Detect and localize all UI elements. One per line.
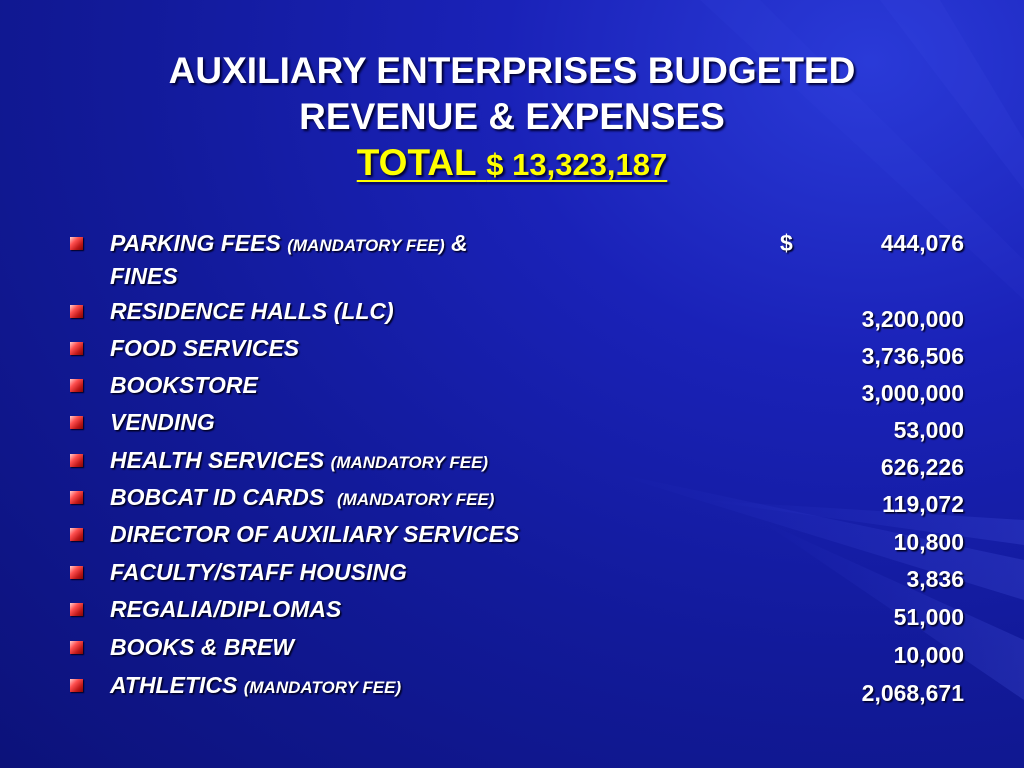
bullet-icon — [70, 603, 83, 616]
item-label: HEALTH SERVICES (MANDATORY FEE) — [110, 445, 580, 478]
item-label: BOOKSTORE — [110, 370, 580, 400]
item-name: VENDING — [110, 409, 215, 435]
item-amount: 10,800 — [893, 529, 964, 555]
item-name: ATHLETICS — [110, 672, 238, 698]
item-amount: 3,836 — [906, 566, 964, 592]
bullet-icon — [70, 528, 83, 541]
item-amount: 444,076 — [880, 230, 964, 256]
item-name: BOOKSTORE — [110, 372, 258, 398]
item-name: FOOD SERVICES — [110, 335, 300, 361]
title-line-1: AUXILIARY ENTERPRISES BUDGETED — [168, 50, 856, 91]
bullet-icon — [70, 416, 83, 429]
item-label: FACULTY/STAFF HOUSING — [110, 557, 580, 587]
total-label: TOTAL — [356, 142, 476, 183]
item-amount: 3,000,000 — [861, 380, 964, 406]
item-note: (MANDATORY FEE) — [287, 236, 445, 255]
item-name: HEALTH SERVICES — [110, 447, 325, 473]
bullet-icon — [70, 237, 83, 250]
item-label: BOOKS & BREW — [110, 632, 580, 662]
item-name-line2: FINES — [110, 263, 178, 289]
item-name: RESIDENCE HALLS (LLC) — [110, 298, 394, 324]
slide-title: AUXILIARY ENTERPRISES BUDGETED REVENUE &… — [0, 48, 1024, 188]
title-line-2: REVENUE & EXPENSES — [299, 96, 725, 137]
bullet-icon — [70, 491, 83, 504]
item-amount: 3,736,506 — [861, 343, 964, 369]
item-name: REGALIA/DIPLOMAS — [110, 596, 342, 622]
item-note: (MANDATORY FEE) — [330, 453, 489, 472]
item-name: BOBCAT ID CARDS — [110, 484, 325, 510]
item-amount: 119,072 — [882, 491, 964, 517]
item-note: (MANDATORY FEE) — [243, 678, 402, 697]
bullet-icon — [70, 305, 83, 318]
currency-symbol: $ — [780, 230, 793, 256]
total-amount: $ 13,323,187 — [486, 147, 668, 182]
item-label: ATHLETICS (MANDATORY FEE) — [110, 670, 580, 703]
item-amount: 3,200,000 — [861, 306, 964, 332]
item-label: VENDING — [110, 407, 580, 437]
bullet-icon — [70, 342, 83, 355]
item-name: DIRECTOR OF AUXILIARY SERVICES — [110, 521, 520, 547]
total-heading: TOTAL $ 13,323,187 — [357, 140, 668, 188]
item-note: (MANDATORY FEE) — [337, 490, 495, 509]
item-name: PARKING FEES — [110, 230, 281, 256]
bullet-icon — [70, 641, 83, 654]
item-amount: 626,226 — [880, 454, 964, 480]
item-name: BOOKS & BREW — [110, 634, 294, 660]
item-label: REGALIA/DIPLOMAS — [110, 594, 580, 624]
item-amount: 2,068,671 — [861, 680, 964, 706]
item-label: DIRECTOR OF AUXILIARY SERVICES — [110, 519, 670, 549]
item-label: PARKING FEES (MANDATORY FEE) & FINES — [110, 228, 580, 291]
bullet-icon — [70, 566, 83, 579]
item-amount: 10,000 — [893, 642, 964, 668]
item-label: RESIDENCE HALLS (LLC) — [110, 296, 580, 326]
bullet-icon — [70, 379, 83, 392]
item-name: FACULTY/STAFF HOUSING — [110, 559, 407, 585]
item-suffix: & — [451, 230, 468, 256]
item-label: FOOD SERVICES — [110, 333, 580, 363]
item-label: BOBCAT ID CARDS (MANDATORY FEE) — [110, 482, 580, 515]
bullet-icon — [70, 454, 83, 467]
bullet-icon — [70, 679, 83, 692]
item-amount: 53,000 — [893, 417, 964, 443]
item-amount: 51,000 — [893, 604, 964, 630]
